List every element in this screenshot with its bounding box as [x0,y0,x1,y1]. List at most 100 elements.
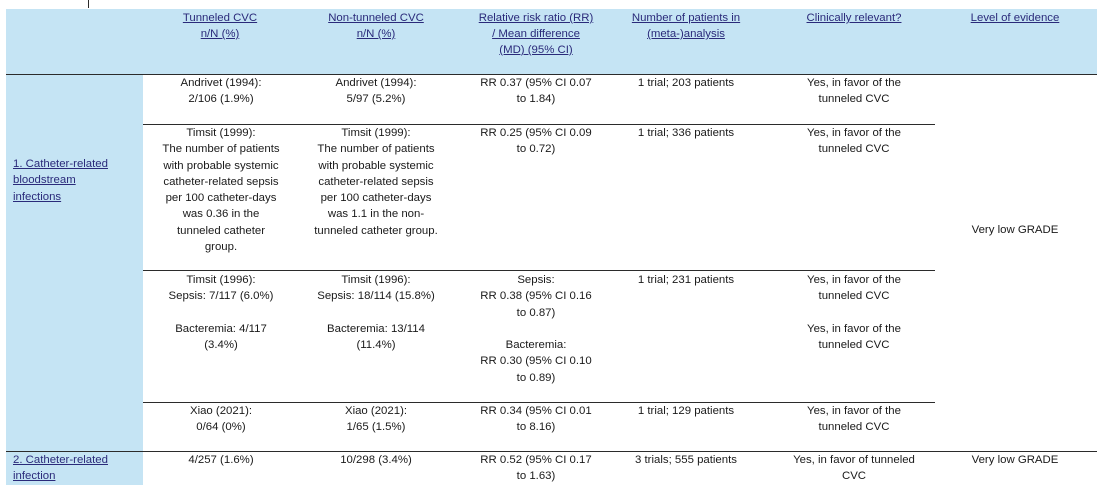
r2-relevant: Yes, in favor of the tunneled CVC [774,125,934,158]
cell-line: tunneled CVC [818,421,890,434]
cell-line: Xiao (2021): [344,405,408,417]
cell-line: tunneled CVC [818,93,890,106]
cell-line: tunneled CVC [818,339,890,352]
cell-line: (11.4%) [356,339,396,352]
cell-line: RR 0.37 (95% CI 0.07 [480,77,592,89]
cell-line: Yes, in favor of the [807,127,901,139]
r1-non-tunneled: Andrivet (1994): 5/97 (5.2%) [298,75,454,108]
cell-line: (3.4%) [204,339,238,352]
cell-line: 1 trial; 336 patients [637,127,735,139]
cell-line: tunneled CVC [818,143,890,156]
cell-line: to 0.72) [516,143,556,156]
outcome1-label-line: infections [13,190,62,203]
outcome-divider [6,451,1097,452]
o2-patients: 3 trials; 555 patients [616,452,756,468]
header-patients: Number of patients in (meta-)analysis [616,10,756,42]
cell-line: Yes, in favor of tunneled [793,454,915,466]
header-non-tunneled: Non-tunneled CVC n/N (%) [298,10,454,42]
cell-line: with probable systemic [163,159,279,172]
cell-line: 4/257 (1.6%) [188,454,254,466]
header-tunneled-line: Tunneled CVC [182,12,258,24]
header-rr-md-line: (MD) (95% CI) [499,44,573,56]
cell-line: catheter-related sepsis [318,175,434,188]
cell-line: Timsit (1996): [341,274,411,286]
header-rr-md: Relative risk ratio (RR) / Mean differen… [458,10,614,58]
r3-tunneled: Timsit (1996): Sepsis: 7/117 (6.0%) Bact… [146,272,296,353]
cell-line: Bacteremia: 13/114 [327,322,425,335]
r1-rr: RR 0.37 (95% CI 0.07 to 1.84) [458,75,614,108]
cell-line: catheter-related sepsis [163,175,279,188]
outcome1-label-line: 1. Catheter-related [13,158,108,170]
outcome1-label-line: bloodstream [13,174,76,187]
cell-line: RR 0.52 (95% CI 0.17 [480,454,592,466]
cell-line: RR 0.25 (95% CI 0.09 [480,127,592,139]
outcome2-label-line: 2. Catheter-related [13,454,108,466]
cell-line: to 1.84) [516,93,556,106]
r3-non-tunneled: Timsit (1996): Sepsis: 18/114 (15.8%) Ba… [298,272,454,353]
header-non-tunneled-line: n/N (%) [356,28,396,40]
o2-non-tunneled: 10/298 (3.4%) [298,452,454,468]
cell-line: 1 trial; 231 patients [637,274,735,286]
r2-rr: RR 0.25 (95% CI 0.09 to 0.72) [458,125,614,158]
header-patients-line: Number of patients in [631,12,741,24]
r1-tunneled: Andrivet (1994): 2/106 (1.9%) [146,75,296,108]
cell-line: The number of patients [317,143,435,156]
header-bottom-rule [6,74,1097,75]
cell-line: tunneled CVC [818,290,890,303]
r4-relevant: Yes, in favor of the tunneled CVC [774,403,934,436]
cell-line: CVC [841,470,867,483]
cell-line: to 0.89) [516,371,556,384]
cell-line: group. [204,241,238,254]
cell-line: 10/298 (3.4%) [340,454,412,466]
cell-line: to 1.63) [516,470,556,483]
outcome2-evidence: Very low GRADE [971,454,1059,466]
r4-patients: 1 trial; 129 patients [616,403,756,419]
cell-line: 1/65 (1.5%) [346,421,406,434]
header-background [6,9,1097,75]
cell-line: was 1.1 in the non- [327,208,425,221]
cell-line: 0/64 (0%) [196,421,246,434]
r2-tunneled: Timsit (1999): The number of patients wi… [146,125,296,255]
r2-patients: 1 trial; 336 patients [616,125,756,141]
header-non-tunneled-line: Non-tunneled CVC [328,12,424,24]
cell-line: Sepsis: [517,274,555,286]
cell-line: Timsit (1996): [186,274,256,286]
cell-line: Yes, in favor of the [807,77,901,89]
outcome2-label: 2. Catheter-related infection [13,452,141,485]
cell-line: to 8.16) [516,421,556,434]
cell-line: 5/97 (5.2%) [346,93,406,106]
cell-line: RR 0.38 (95% CI 0.16 [480,290,592,303]
o2-rr: RR 0.52 (95% CI 0.17 to 1.63) [458,452,614,485]
outcome1-label: 1. Catheter-related bloodstream infectio… [13,156,141,205]
cell-line: RR 0.34 (95% CI 0.01 [480,405,592,417]
header-evidence-line: Level of evidence [970,12,1060,24]
cell-line: Bacteremia: 4/117 [175,322,267,335]
cell-line [298,305,454,321]
cell-line: Andrivet (1994): [180,77,262,89]
cell-line: 3 trials; 555 patients [635,454,737,466]
r4-tunneled: Xiao (2021): 0/64 (0%) [146,403,296,436]
cell-line [774,305,934,321]
header-rr-md-line: Relative risk ratio (RR) [478,12,594,24]
header-tunneled: Tunneled CVC n/N (%) [148,10,292,42]
cell-line: 2/106 (1.9%) [188,93,254,106]
r3-relevant: Yes, in favor of the tunneled CVC Yes, i… [774,272,934,353]
outcome2-label-background [6,451,143,485]
header-tunneled-line: n/N (%) [200,28,240,40]
cell-line: The number of patients [162,143,280,156]
cell-line: Yes, in favor of the [807,322,901,335]
cell-line [458,321,614,337]
r2-non-tunneled: Timsit (1999): The number of patients wi… [298,125,454,239]
r1-relevant: Yes, in favor of the tunneled CVC [774,75,934,108]
outcome1-label-background [6,75,143,451]
cell-line: 1 trial; 129 patients [637,405,735,417]
r3-rr: Sepsis: RR 0.38 (95% CI 0.16 to 0.87) Ba… [458,272,614,386]
cell-line: tunneled catheter [176,224,266,237]
header-relevant: Clinically relevant? [774,10,934,26]
outcome1-evidence: Very low GRADE [971,224,1059,236]
r1-patients: 1 trial; 203 patients [616,75,756,91]
cell-line: Timsit (1999): [341,127,411,139]
cell-line: Yes, in favor of the [807,405,901,417]
cell-line: per 100 catheter-days [320,192,432,205]
header-patients-line: (meta-)analysis [647,28,725,40]
